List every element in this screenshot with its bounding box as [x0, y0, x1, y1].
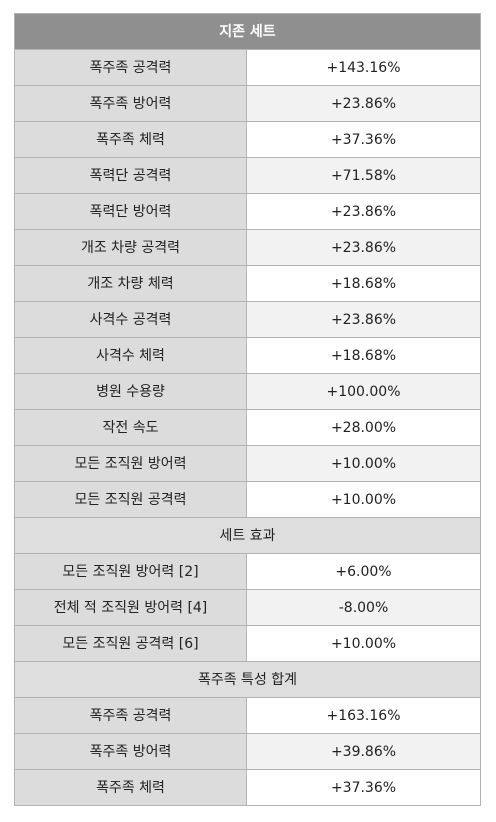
table-row: 폭주족 공격력 +163.16%	[14, 697, 481, 734]
section-header-row: 세트 효과	[14, 517, 481, 554]
stat-label: 폭주족 체력	[14, 769, 247, 806]
stat-label: 폭주족 방어력	[14, 733, 247, 770]
stat-value: -8.00%	[246, 589, 481, 626]
stat-value: +6.00%	[246, 553, 481, 590]
section-heading-trait-total: 폭주족 특성 합계	[14, 661, 481, 698]
stat-label: 폭주족 방어력	[14, 85, 247, 122]
stat-label: 폭력단 공격력	[14, 157, 247, 194]
table-row: 사격수 공격력 +23.86%	[14, 301, 481, 338]
stat-value: +18.68%	[246, 265, 481, 302]
stat-label: 모든 조직원 공격력 [6]	[14, 625, 247, 662]
stat-value: +18.68%	[246, 337, 481, 374]
stat-label: 폭력단 방어력	[14, 193, 247, 230]
stat-label: 폭주족 공격력	[14, 697, 247, 734]
table-title: 지존 세트	[14, 13, 481, 50]
table-row: 폭력단 공격력 +71.58%	[14, 157, 481, 194]
stat-label: 사격수 공격력	[14, 301, 247, 338]
table-row: 전체 적 조직원 방어력 [4] -8.00%	[14, 589, 481, 626]
table-row: 개조 차량 체력 +18.68%	[14, 265, 481, 302]
table-row: 폭주족 공격력 +143.16%	[14, 49, 481, 86]
table-row: 사격수 체력 +18.68%	[14, 337, 481, 374]
stat-label: 모든 조직원 방어력 [2]	[14, 553, 247, 590]
stat-label: 전체 적 조직원 방어력 [4]	[14, 589, 247, 626]
set-stats-table: 지존 세트 폭주족 공격력 +143.16% 폭주족 방어력 +23.86% 폭…	[14, 13, 481, 806]
stat-value: +23.86%	[246, 301, 481, 338]
table-row: 폭주족 방어력 +39.86%	[14, 733, 481, 770]
stat-label: 병원 수용량	[14, 373, 247, 410]
stat-label: 폭주족 공격력	[14, 49, 247, 86]
table-row: 폭력단 방어력 +23.86%	[14, 193, 481, 230]
stat-label: 모든 조직원 방어력	[14, 445, 247, 482]
section-heading-set-effect: 세트 효과	[14, 517, 481, 554]
table-row: 모든 조직원 방어력 +10.00%	[14, 445, 481, 482]
table-row: 모든 조직원 방어력 [2] +6.00%	[14, 553, 481, 590]
stat-value: +23.86%	[246, 85, 481, 122]
table-row: 폭주족 방어력 +23.86%	[14, 85, 481, 122]
stat-value: +37.36%	[246, 121, 481, 158]
table-row: 폭주족 체력 +37.36%	[14, 769, 481, 806]
stat-value: +10.00%	[246, 481, 481, 518]
stat-value: +23.86%	[246, 229, 481, 266]
stat-value: +143.16%	[246, 49, 481, 86]
table-row: 개조 차량 공격력 +23.86%	[14, 229, 481, 266]
table-row: 모든 조직원 공격력 +10.00%	[14, 481, 481, 518]
section-header-row: 폭주족 특성 합계	[14, 661, 481, 698]
table-row: 폭주족 체력 +37.36%	[14, 121, 481, 158]
stat-value: +28.00%	[246, 409, 481, 446]
stat-label: 개조 차량 체력	[14, 265, 247, 302]
stat-label: 폭주족 체력	[14, 121, 247, 158]
stat-value: +163.16%	[246, 697, 481, 734]
stat-value: +10.00%	[246, 445, 481, 482]
stat-label: 작전 속도	[14, 409, 247, 446]
stat-value: +37.36%	[246, 769, 481, 806]
stat-value: +100.00%	[246, 373, 481, 410]
table-row: 모든 조직원 공격력 [6] +10.00%	[14, 625, 481, 662]
stat-label: 모든 조직원 공격력	[14, 481, 247, 518]
stat-label: 개조 차량 공격력	[14, 229, 247, 266]
stat-value: +10.00%	[246, 625, 481, 662]
stat-value: +71.58%	[246, 157, 481, 194]
stat-value: +23.86%	[246, 193, 481, 230]
table-title-row: 지존 세트	[14, 13, 481, 50]
stat-label: 사격수 체력	[14, 337, 247, 374]
stat-value: +39.86%	[246, 733, 481, 770]
table-row: 작전 속도 +28.00%	[14, 409, 481, 446]
table-row: 병원 수용량 +100.00%	[14, 373, 481, 410]
